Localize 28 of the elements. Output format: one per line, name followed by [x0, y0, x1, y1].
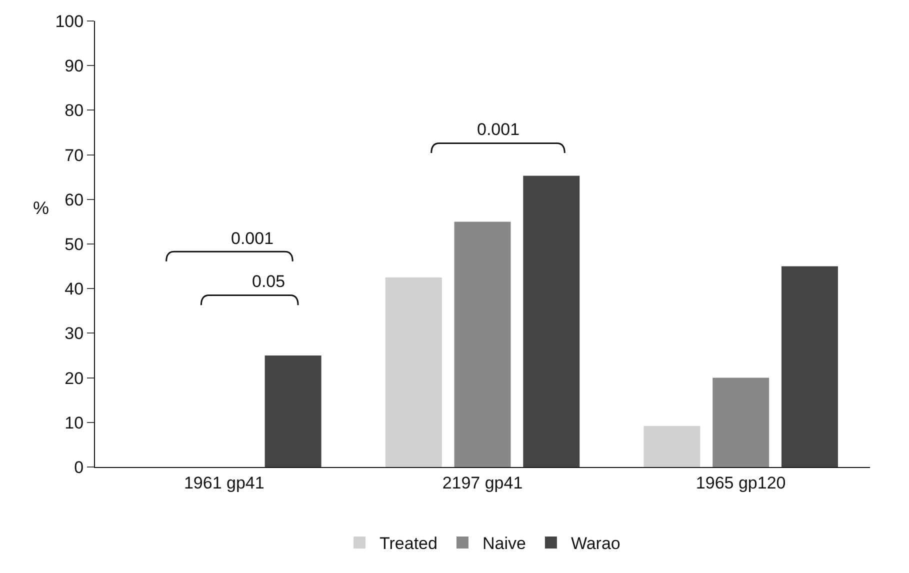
y-tick-label: 10: [64, 413, 84, 432]
annotation: 0.001: [477, 120, 520, 139]
annotation: 0.05: [252, 272, 286, 291]
y-tick-label: 30: [64, 324, 84, 344]
y-axis-title: %: [33, 198, 50, 218]
bar: [644, 426, 700, 467]
bar: [385, 277, 442, 467]
y-tick-label: 90: [64, 56, 84, 76]
bar: [454, 222, 511, 467]
bar: [712, 378, 770, 467]
y-tick-label: 70: [64, 146, 84, 165]
legend-label: Naive: [482, 534, 526, 554]
x-tick-label: 1961 gp41: [184, 473, 264, 492]
y-tick-label: 20: [64, 368, 84, 388]
y-tick-label: 40: [64, 280, 84, 299]
x-tick-label: 1965 gp120: [696, 473, 786, 492]
y-tick-label: 0: [74, 458, 84, 477]
bar: [781, 266, 838, 467]
y-tick-label: 50: [64, 234, 84, 254]
legend-label: Warao: [570, 534, 620, 554]
y-tick-label: 100: [55, 12, 84, 31]
y-tick-label: 60: [64, 190, 84, 210]
x-tick-label: 2197 gp41: [442, 473, 523, 492]
y-tick-label: 80: [64, 101, 84, 120]
legend-label: Treated: [380, 534, 438, 554]
bar: [264, 356, 322, 467]
bar: [523, 176, 580, 467]
annotation: 0.001: [231, 229, 274, 248]
